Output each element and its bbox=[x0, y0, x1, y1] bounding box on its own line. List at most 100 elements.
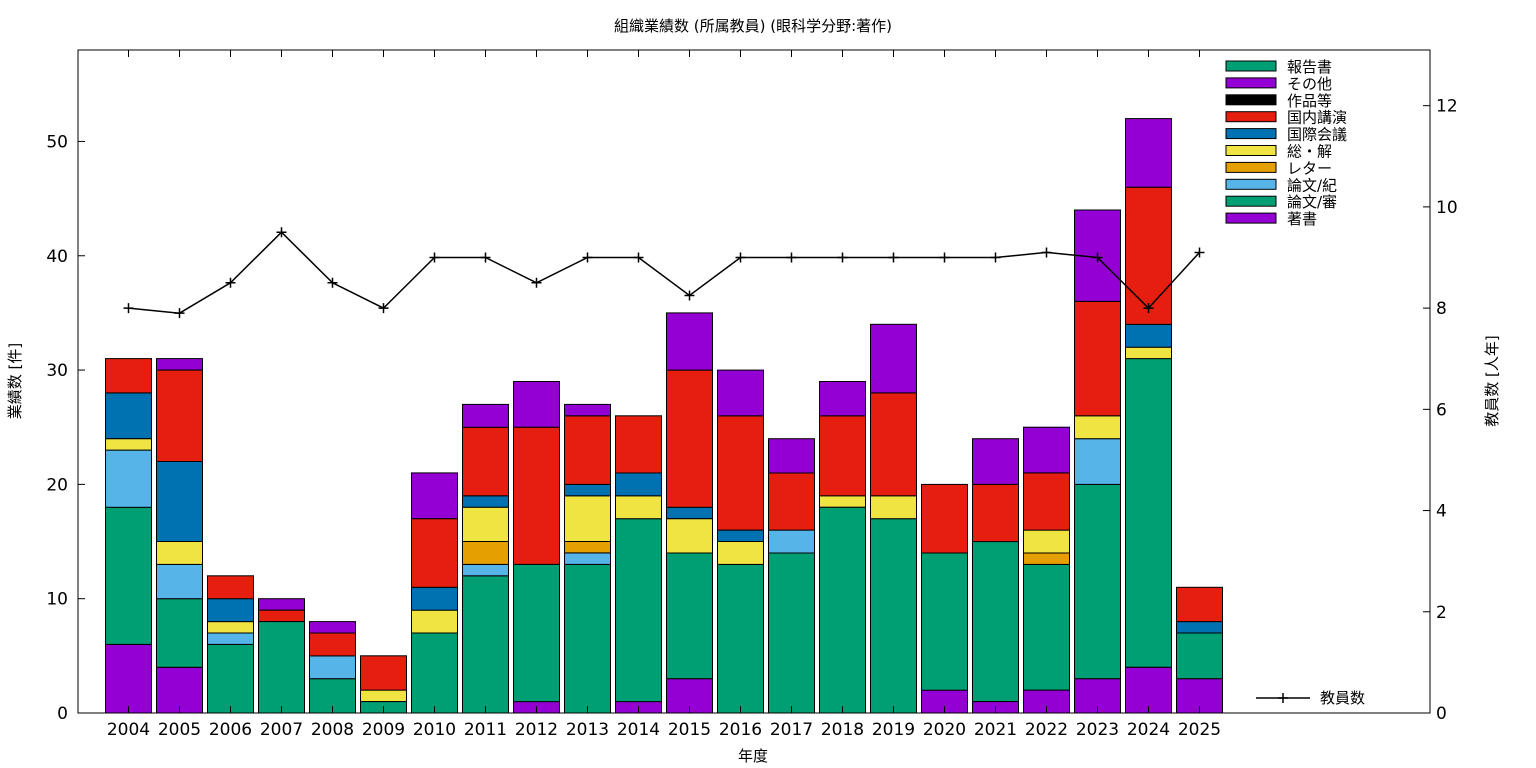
bar-segment-2023-1 bbox=[1074, 483, 1121, 680]
bar-segment-2024-8 bbox=[1125, 118, 1172, 188]
faculty-point-2011 bbox=[480, 252, 491, 263]
bar-segment-2023-4 bbox=[1074, 415, 1121, 440]
y2-tick-label: 0 bbox=[1436, 704, 1447, 724]
bar-segment-2005-5 bbox=[156, 461, 203, 542]
bar-segment-2009-4 bbox=[360, 689, 407, 702]
x-tick-label: 2011 bbox=[464, 720, 507, 740]
x-tick-label: 2017 bbox=[770, 720, 813, 740]
bar-segment-2006-6 bbox=[207, 575, 254, 600]
bar-segment-2022-8 bbox=[1023, 426, 1070, 474]
x-tick-label: 2014 bbox=[617, 720, 660, 740]
bar-segment-2014-5 bbox=[615, 472, 662, 497]
faculty-point-2012 bbox=[531, 277, 542, 288]
bar-segment-2005-4 bbox=[156, 541, 203, 565]
faculty-line-layer bbox=[123, 227, 1205, 319]
bar-segment-2019-4 bbox=[870, 495, 917, 520]
legend-swatch-5 bbox=[1225, 145, 1277, 156]
bar-segment-2015-6 bbox=[666, 369, 713, 508]
legend-swatch-9 bbox=[1225, 212, 1277, 224]
bar-segment-2011-1 bbox=[462, 575, 509, 714]
legend-swatch-7 bbox=[1225, 178, 1277, 190]
bar-segment-2024-1 bbox=[1125, 358, 1172, 668]
bar-segment-2006-5 bbox=[207, 598, 254, 623]
bar-segment-2016-6 bbox=[717, 415, 764, 531]
legend-swatch-4 bbox=[1225, 128, 1277, 140]
y2-tick-label: 10 bbox=[1436, 198, 1458, 218]
x-tick-label: 2004 bbox=[107, 720, 150, 740]
x-tick-label: 2025 bbox=[1178, 720, 1221, 740]
legend-label-2: 作品等 bbox=[1287, 92, 1332, 110]
bar-segment-2018-4 bbox=[819, 495, 866, 508]
bar-segment-2004-5 bbox=[105, 392, 152, 440]
bar-segment-2015-8 bbox=[666, 312, 713, 371]
x-tick-label: 2024 bbox=[1127, 720, 1170, 740]
x-tick-label: 2007 bbox=[260, 720, 303, 740]
legend-label-1: その他 bbox=[1287, 75, 1332, 93]
bar-segment-2014-1 bbox=[615, 518, 662, 703]
bar-segment-2004-1 bbox=[105, 506, 152, 645]
bar-segment-2020-6 bbox=[921, 483, 968, 554]
faculty-point-2018 bbox=[837, 252, 848, 263]
bar-segment-2022-4 bbox=[1023, 529, 1070, 554]
bar-segment-2023-2 bbox=[1074, 438, 1121, 485]
y-axis-label: 業績数 [件] bbox=[6, 343, 24, 419]
bar-segment-2013-1 bbox=[564, 563, 611, 714]
bar-segment-2005-0 bbox=[156, 666, 203, 714]
bar-segment-2019-8 bbox=[870, 323, 917, 394]
bar-segment-2012-6 bbox=[513, 426, 560, 565]
bar-segment-2011-4 bbox=[462, 506, 509, 543]
bar-segment-2005-6 bbox=[156, 369, 203, 463]
bar-segment-2012-8 bbox=[513, 381, 560, 428]
axes-layer: 0 10 20 30 40 50 0 2 4 6 8 10 12 2004 2005 2006 2007 2008… bbox=[46, 49, 1458, 740]
y-tick-label: 40 bbox=[46, 247, 68, 267]
bar-segment-2013-4 bbox=[564, 495, 611, 542]
bar-segment-2011-6 bbox=[462, 426, 509, 497]
faculty-point-2019 bbox=[888, 252, 899, 263]
bar-segment-2025-1 bbox=[1176, 632, 1223, 680]
y-tick-label: 0 bbox=[57, 704, 68, 724]
legend-label-0: 報告書 bbox=[1287, 58, 1332, 76]
x-axis-label: 年度 bbox=[738, 747, 768, 765]
bar-segment-2005-2 bbox=[156, 563, 203, 600]
bar-segment-2010-1 bbox=[411, 632, 458, 714]
y-tick-label: 20 bbox=[46, 475, 68, 495]
bar-segment-2005-8 bbox=[156, 358, 203, 371]
bar-segment-2007-6 bbox=[258, 609, 305, 622]
faculty-point-2006 bbox=[225, 277, 236, 288]
bar-segment-2020-1 bbox=[921, 552, 968, 691]
faculty-point-2014 bbox=[633, 252, 644, 263]
bar-segment-2017-6 bbox=[768, 472, 815, 531]
faculty-point-2010 bbox=[429, 252, 440, 263]
legend-swatch-0 bbox=[1225, 60, 1277, 72]
y-tick-label: 30 bbox=[46, 361, 68, 381]
x-tick-label: 2021 bbox=[974, 720, 1017, 740]
bar-segment-2008-2 bbox=[309, 655, 356, 680]
bar-segment-2016-4 bbox=[717, 541, 764, 565]
faculty-point-2023 bbox=[1092, 252, 1103, 263]
bar-segment-2015-5 bbox=[666, 506, 713, 520]
bar-segment-2015-1 bbox=[666, 552, 713, 680]
bar-segment-2019-6 bbox=[870, 392, 917, 497]
bar-segment-2018-8 bbox=[819, 381, 866, 417]
legend-label-7: 論文/紀 bbox=[1287, 176, 1337, 194]
y2-tick-label: 6 bbox=[1436, 400, 1447, 420]
bar-segment-2006-1 bbox=[207, 643, 254, 714]
bar-segment-2004-2 bbox=[105, 449, 152, 508]
bar-segment-2014-6 bbox=[615, 415, 662, 474]
bar-segment-2023-6 bbox=[1074, 301, 1121, 417]
bar-segment-2017-2 bbox=[768, 529, 815, 554]
legend-swatch-3 bbox=[1225, 111, 1277, 123]
bar-segment-2008-8 bbox=[309, 621, 356, 634]
bar-segment-2016-5 bbox=[717, 529, 764, 542]
x-tick-label: 2018 bbox=[821, 720, 864, 740]
bar-segment-2013-3 bbox=[564, 541, 611, 554]
bar-segment-2021-6 bbox=[972, 483, 1019, 543]
bar-segment-2006-4 bbox=[207, 621, 254, 634]
bar-segment-2009-6 bbox=[360, 655, 407, 691]
bar-segment-2021-8 bbox=[972, 438, 1019, 485]
y2-tick-label: 8 bbox=[1436, 299, 1447, 319]
faculty-point-2013 bbox=[582, 252, 593, 263]
bar-segment-2016-8 bbox=[717, 369, 764, 417]
